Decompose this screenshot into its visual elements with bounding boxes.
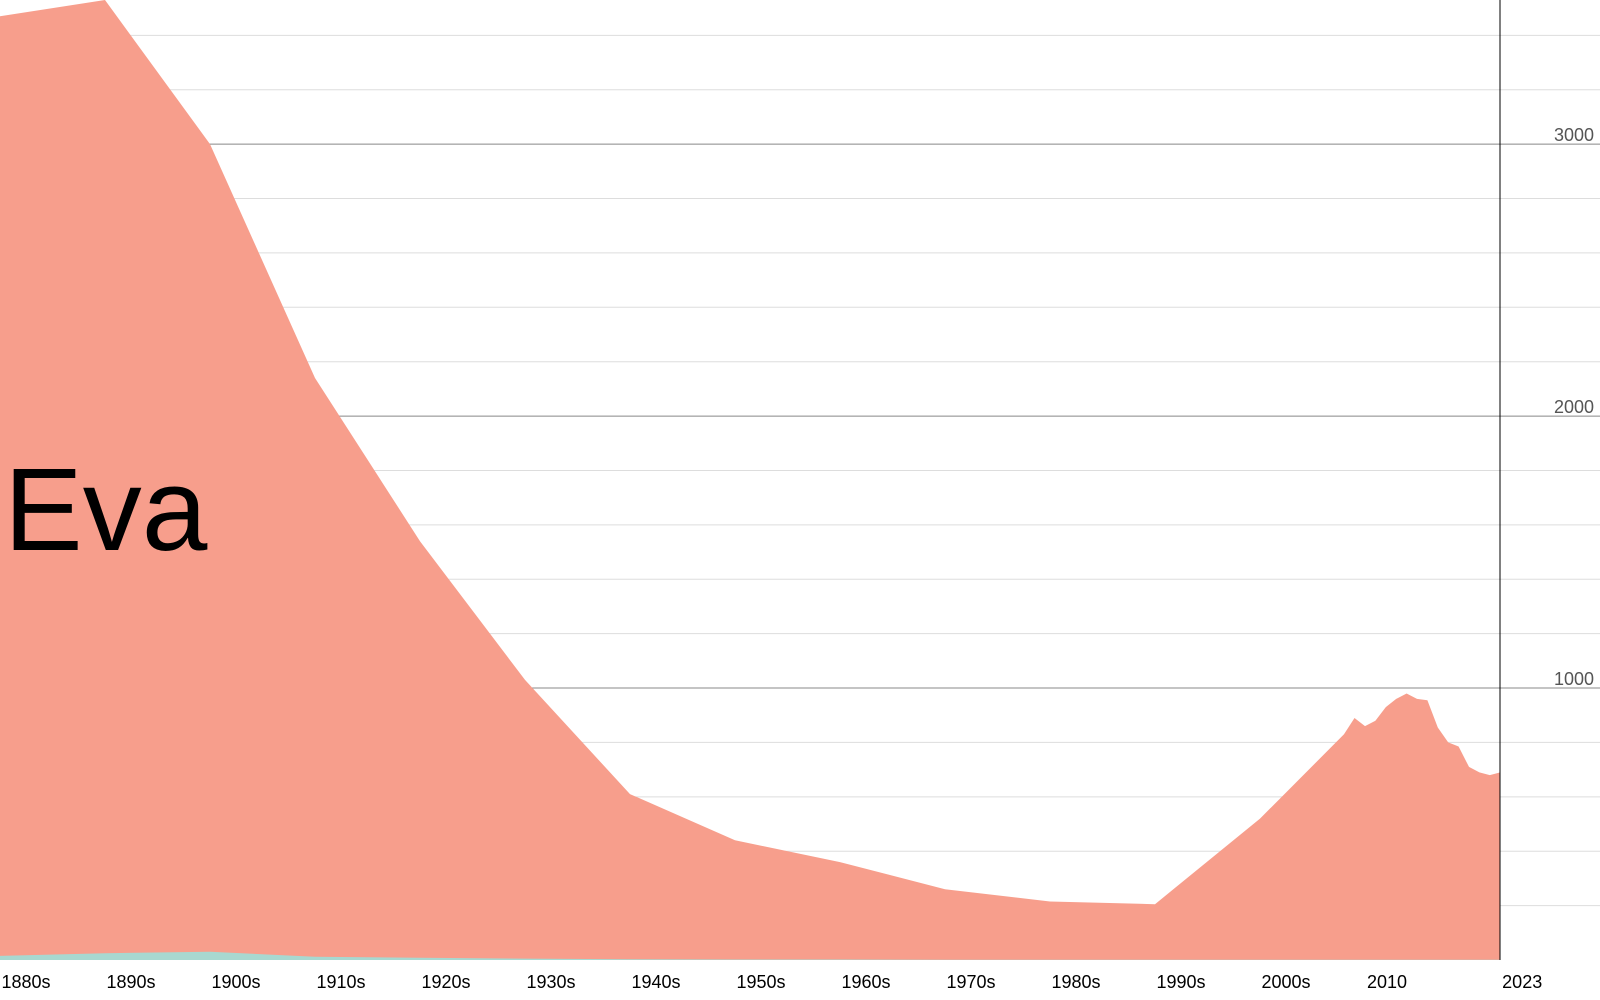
x-tick-label: 2000s <box>1261 972 1310 992</box>
x-tick-label: 1920s <box>421 972 470 992</box>
y-axis-labels: 1000 2000 3000 <box>1554 125 1594 689</box>
area-series-0 <box>0 0 1501 960</box>
y-tick-label: 1000 <box>1554 669 1594 689</box>
name-label: Eva <box>4 444 208 576</box>
x-tick-label: 1890s <box>106 972 155 992</box>
x-tick-label: 1930s <box>526 972 575 992</box>
x-tick-label: 1940s <box>631 972 680 992</box>
x-tick-label: 2023 <box>1502 972 1542 992</box>
x-tick-label: 1980s <box>1051 972 1100 992</box>
x-tick-label: 1910s <box>316 972 365 992</box>
y-tick-label: 2000 <box>1554 397 1594 417</box>
x-tick-label: 1990s <box>1156 972 1205 992</box>
x-tick-label: 2010 <box>1367 972 1407 992</box>
x-tick-label: 1960s <box>841 972 890 992</box>
area-series <box>0 0 1501 960</box>
area-series-1 <box>0 951 1501 960</box>
x-tick-label: 1970s <box>946 972 995 992</box>
x-tick-label: 1880s <box>1 972 50 992</box>
x-tick-label: 1950s <box>736 972 785 992</box>
y-tick-label: 3000 <box>1554 125 1594 145</box>
x-axis-labels: 1880s 1890s 1900s 1910s 1920s 1930s 1940s 1950s… <box>1 972 1542 992</box>
x-tick-label: 1900s <box>211 972 260 992</box>
